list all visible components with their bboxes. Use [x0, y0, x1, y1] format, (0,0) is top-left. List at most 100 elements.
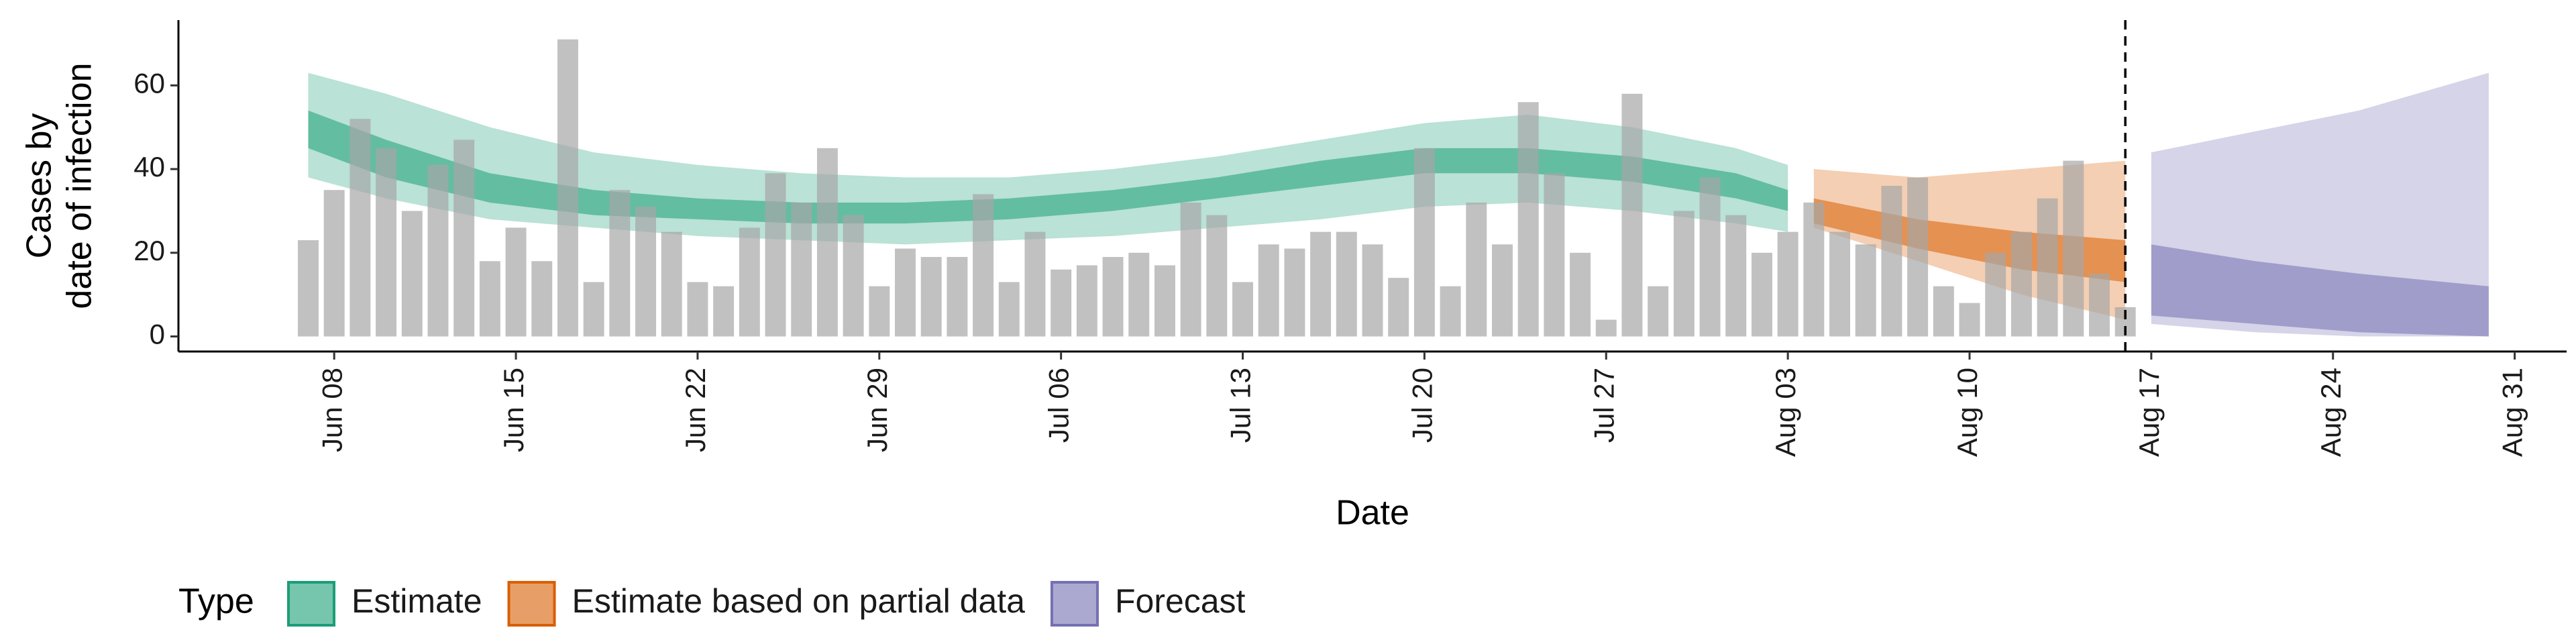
bar	[1206, 215, 1228, 337]
ribbon-50	[2151, 244, 2489, 337]
bar	[816, 148, 838, 337]
bar	[1440, 286, 1461, 337]
bar	[427, 164, 449, 337]
y-axis-title: date of infection	[60, 62, 99, 309]
x-tick-label: Jul 20	[1406, 368, 1438, 443]
bar	[1232, 282, 1253, 337]
bar	[1803, 202, 1825, 337]
bar	[1154, 265, 1175, 337]
y-tick-label: 0	[150, 319, 165, 350]
x-tick-label: Aug 24	[2315, 368, 2347, 457]
bar	[350, 119, 371, 337]
bar	[1128, 252, 1150, 337]
bar	[687, 282, 708, 337]
y-axis-title: Cases by	[20, 113, 59, 259]
bar	[1492, 244, 1513, 337]
bar	[2037, 198, 2058, 337]
bar	[1362, 244, 1383, 337]
bar	[1102, 257, 1124, 337]
bar	[2063, 160, 2084, 337]
bar	[1699, 177, 1721, 337]
bar	[609, 190, 631, 337]
legend-title: Type	[178, 582, 254, 621]
bar	[1907, 177, 1929, 337]
bar	[2089, 273, 2110, 337]
legend-label: Estimate based on partial data	[572, 582, 1026, 620]
bar	[1258, 244, 1279, 337]
bar	[1648, 286, 1669, 337]
bar	[453, 140, 475, 337]
bar	[1544, 173, 1565, 337]
bar	[298, 240, 319, 337]
x-tick-label: Jul 27	[1588, 368, 1619, 443]
bar	[1336, 231, 1357, 337]
legend-swatch	[287, 581, 335, 627]
bar	[557, 39, 578, 337]
bar	[973, 194, 994, 337]
x-tick-label: Jun 29	[861, 368, 893, 452]
bar	[1855, 244, 1876, 337]
bar	[1725, 215, 1747, 337]
bar	[531, 261, 553, 337]
bar	[1881, 186, 1902, 337]
bar	[323, 190, 345, 337]
x-tick-label: Aug 03	[1770, 368, 1801, 457]
bar	[1829, 231, 1850, 337]
bar	[2010, 231, 2032, 337]
bar	[1517, 102, 1539, 337]
x-tick-label: Jul 13	[1225, 368, 1256, 443]
x-tick-label: Jun 15	[498, 368, 529, 452]
bar	[1985, 252, 2006, 337]
bar	[401, 211, 423, 337]
bar	[1933, 286, 1954, 337]
bar	[1284, 248, 1305, 337]
bar	[1388, 278, 1409, 337]
y-tick-label: 60	[133, 67, 165, 99]
bar	[791, 202, 812, 337]
bar	[1570, 252, 1591, 337]
bar	[765, 173, 786, 337]
bar	[1024, 231, 1046, 337]
legend-swatch	[1050, 581, 1099, 627]
y-tick-label: 40	[133, 151, 165, 182]
bar	[376, 148, 397, 337]
legend-swatch	[507, 581, 556, 627]
bar	[713, 286, 735, 337]
y-tick-label: 20	[133, 235, 165, 266]
bar	[739, 227, 760, 337]
bar	[1180, 202, 1201, 337]
x-tick-label: Jun 08	[316, 368, 347, 452]
legend-label: Forecast	[1115, 582, 1246, 620]
x-tick-label: Jul 06	[1043, 368, 1075, 443]
bar	[998, 282, 1020, 337]
bar	[1595, 319, 1617, 337]
bar	[635, 207, 656, 337]
x-tick-label: Jun 22	[680, 368, 711, 452]
bar	[895, 248, 916, 337]
bar	[1413, 148, 1435, 337]
bar	[1621, 93, 1643, 337]
x-axis-title: Date	[1336, 494, 1409, 533]
legend-label: Estimate	[352, 582, 482, 620]
bar	[1466, 202, 1487, 337]
bar	[1673, 211, 1695, 337]
bar	[869, 286, 890, 337]
ribbon-50	[308, 110, 1788, 224]
bar	[505, 227, 527, 337]
bar	[1959, 303, 1980, 337]
bar	[1310, 231, 1332, 337]
x-tick-label: Aug 17	[2133, 368, 2165, 457]
bar	[1777, 231, 1799, 337]
bar	[479, 261, 500, 337]
x-tick-label: Aug 31	[2497, 368, 2528, 457]
bar	[1751, 252, 1772, 337]
bar	[583, 282, 604, 337]
bar	[1051, 269, 1072, 337]
bar	[843, 215, 864, 337]
bar	[920, 257, 942, 337]
bar	[661, 231, 682, 337]
x-tick-label: Aug 10	[1951, 368, 1983, 457]
bar	[1076, 265, 1097, 337]
